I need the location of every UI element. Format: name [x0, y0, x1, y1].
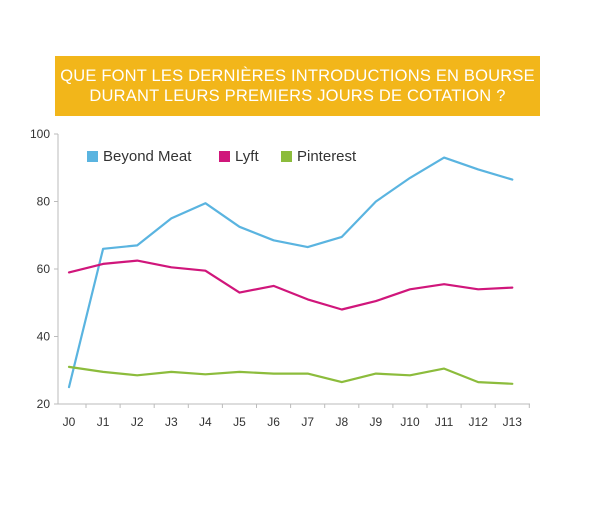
series-line-pinterest — [67, 365, 514, 385]
y-tick-label: 20 — [37, 397, 51, 411]
chart-axes — [57, 134, 530, 405]
x-axis-ticks: J0 J1 J2 J3 J4 J5 J6 J7 J8 J9 J10 J11 J12 J13 — [63, 404, 530, 429]
legend-swatch — [87, 151, 98, 162]
x-tick-label: J5 — [233, 415, 246, 429]
x-tick-label: J9 — [370, 415, 383, 429]
legend-label: Beyond Meat — [103, 148, 192, 165]
x-tick-label: J7 — [301, 415, 314, 429]
y-tick-label: 100 — [30, 127, 50, 141]
chart-legend: Beyond Meat Lyft Pinterest — [87, 148, 357, 165]
x-tick-label: J11 — [435, 415, 454, 429]
x-tick-label: J2 — [131, 415, 144, 429]
x-tick-label: J10 — [400, 415, 420, 429]
x-tick-label: J4 — [199, 415, 212, 429]
series-line-beyond-meat — [67, 156, 514, 389]
x-tick-label: J12 — [469, 415, 489, 429]
legend-label: Pinterest — [297, 148, 357, 165]
x-tick-label: J13 — [503, 415, 523, 429]
y-tick-label: 40 — [37, 330, 51, 344]
legend-swatch — [219, 151, 230, 162]
x-tick-label: J1 — [97, 415, 110, 429]
y-tick-label: 80 — [37, 195, 51, 209]
series-line-lyft — [67, 259, 514, 311]
series-lines — [67, 156, 514, 389]
x-tick-label: J0 — [63, 415, 76, 429]
chart-title-line-1: QUE FONT LES DERNIÈRES INTRODUCTIONS EN … — [60, 67, 535, 85]
y-axis-ticks: 20 40 60 80 100 — [30, 127, 58, 411]
legend-swatch — [281, 151, 292, 162]
chart-title-line-2: DURANT LEURS PREMIERS JOURS DE COTATION … — [89, 87, 506, 105]
x-tick-label: J6 — [267, 415, 280, 429]
legend-label: Lyft — [235, 148, 259, 165]
x-tick-label: J8 — [335, 415, 348, 429]
y-tick-label: 60 — [37, 262, 51, 276]
title-banner: QUE FONT LES DERNIÈRES INTRODUCTIONS EN … — [55, 56, 540, 116]
x-tick-label: J3 — [165, 415, 178, 429]
